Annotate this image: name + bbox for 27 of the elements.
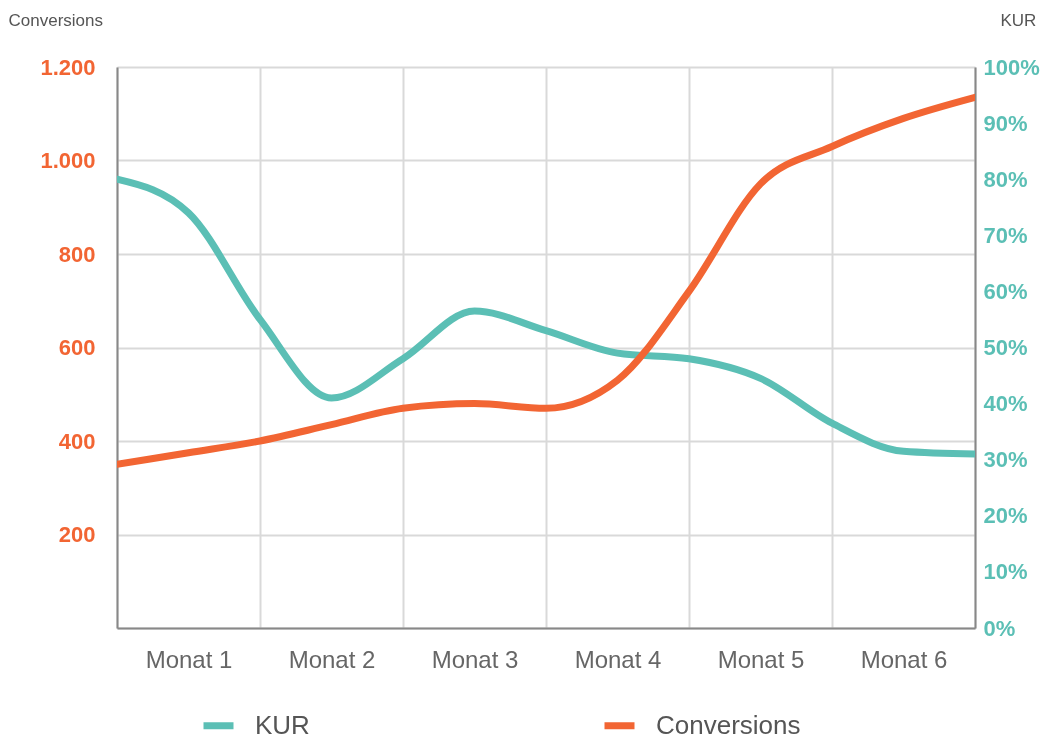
y-axis-title: Conversions	[8, 10, 103, 30]
y2-tick-label: 30%	[983, 447, 1028, 473]
y2-tick-label: 90%	[983, 110, 1028, 136]
x-tick-label: Monat 5	[717, 645, 805, 673]
y2-axis-title: KUR	[1000, 10, 1037, 30]
x-tick-label: Monat 1	[145, 645, 233, 673]
y-tick-label: 1.000	[40, 148, 96, 173]
y-tick-label: 200	[58, 522, 96, 547]
y2-tick-label: 70%	[983, 222, 1028, 248]
y-tick-label: 1.200	[40, 54, 96, 80]
y2-tick-label: 20%	[983, 503, 1028, 529]
y-tick-label: 600	[58, 335, 96, 360]
x-tick-label: Monat 2	[288, 645, 376, 673]
y2-tick-label: 40%	[983, 391, 1028, 417]
x-tick-label: Monat 6	[860, 645, 948, 673]
y2-tick-label: 100%	[983, 54, 1040, 80]
y2-tick-label: 10%	[983, 559, 1028, 585]
y2-tick-label: 50%	[983, 335, 1028, 360]
legend-label: KUR	[255, 709, 310, 740]
legend-label: Conversions	[656, 709, 801, 740]
y-tick-label: 800	[58, 241, 96, 267]
y2-tick-label: 60%	[983, 278, 1028, 304]
x-tick-label: Monat 3	[431, 645, 519, 673]
x-tick-label: Monat 4	[574, 645, 662, 673]
y-tick-label: 400	[58, 428, 96, 454]
y2-tick-label: 80%	[983, 166, 1028, 192]
y2-tick-label: 0%	[983, 615, 1016, 641]
